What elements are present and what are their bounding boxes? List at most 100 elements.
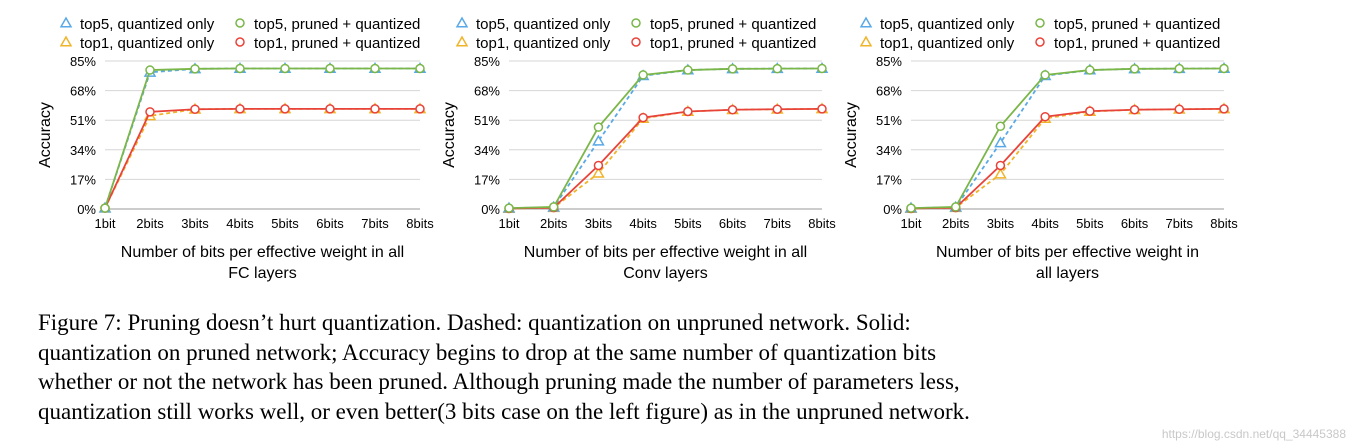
figure-charts: top5, quantized only top5, pruned + quant…: [37, 16, 1238, 282]
x-tick-label: 2bits: [942, 216, 970, 231]
data-point: [592, 166, 605, 178]
data-point: [235, 63, 245, 74]
data-point: [548, 202, 559, 212]
data-point: [683, 106, 693, 117]
legend-marker: [631, 37, 641, 47]
x-axis-title: Number of bits per effective weight in a…: [524, 244, 807, 261]
legend-marker: [859, 35, 873, 47]
legend-label: top5, quantized only: [476, 16, 611, 33]
y-tick-label: 68%: [70, 84, 96, 99]
x-axis-title: all layers: [1036, 265, 1099, 282]
y-tick-label: 17%: [70, 172, 96, 187]
data-point: [145, 65, 155, 75]
data-point: [370, 63, 380, 74]
legend-label: top1, pruned + quantized: [650, 35, 816, 52]
x-tick-label: 8bits: [1210, 216, 1238, 231]
series-line: [508, 67, 823, 210]
chart-panel-1: top5, quantized only top5, pruned + quant…: [37, 16, 434, 282]
data-point: [415, 104, 425, 114]
x-tick-label: 6bits: [719, 216, 747, 231]
data-point: [638, 112, 648, 123]
legend-marker: [1035, 18, 1045, 28]
legend-marker: [455, 16, 469, 28]
data-point: [235, 104, 245, 114]
x-axis-title: Conv layers: [623, 265, 707, 282]
data-point: [727, 105, 738, 115]
y-tick-label: 68%: [474, 84, 500, 99]
x-tick-label: 3bits: [987, 216, 1015, 231]
data-point: [772, 104, 783, 114]
x-tick-label: 6bits: [1121, 216, 1149, 231]
data-point: [280, 63, 290, 74]
y-tick-label: 51%: [474, 113, 500, 128]
legend-marker: [455, 35, 469, 47]
caption-line: Figure 7: Pruning doesn’t hurt quantizat…: [38, 310, 911, 335]
data-point: [145, 107, 155, 117]
x-tick-label: 3bits: [585, 216, 613, 231]
x-tick-label: 6bits: [316, 216, 344, 231]
data-point: [325, 104, 335, 114]
data-point: [1174, 63, 1185, 74]
series-line: [910, 67, 1225, 210]
series-line: [104, 67, 420, 209]
legend-label: top1, quantized only: [80, 35, 215, 52]
series-line: [910, 107, 1225, 210]
x-tick-label: 5bits: [271, 216, 299, 231]
data-point: [1040, 111, 1050, 122]
data-point: [995, 121, 1006, 132]
x-axis-title: FC layers: [228, 265, 296, 282]
legend-label: top1, quantized only: [476, 35, 611, 52]
chart-panel-2: top5, quantized only top5, pruned + quant…: [441, 16, 836, 282]
legend-marker: [59, 35, 73, 47]
data-point: [1085, 65, 1095, 75]
x-tick-label: 2bits: [136, 216, 164, 231]
data-point: [592, 134, 605, 146]
figure-caption: Figure 7: Pruning doesn’t hurt quantizat…: [38, 308, 1248, 426]
y-tick-label: 85%: [70, 54, 96, 69]
series-line: [104, 107, 420, 209]
y-tick-label: 51%: [70, 113, 96, 128]
x-tick-label: 8bits: [808, 216, 836, 231]
x-axis-title: Number of bits per effective weight in a…: [121, 244, 404, 261]
data-point: [415, 63, 425, 74]
y-axis-title: Accuracy: [441, 102, 458, 168]
x-tick-label: 7bits: [1166, 216, 1194, 231]
x-tick-label: 1bit: [499, 216, 520, 231]
x-tick-label: 4bits: [226, 216, 254, 231]
y-tick-label: 0%: [883, 202, 902, 217]
y-tick-label: 51%: [876, 113, 902, 128]
data-point: [1174, 104, 1185, 114]
legend-label: top1, pruned + quantized: [254, 35, 420, 52]
y-axis-title: Accuracy: [37, 102, 54, 168]
data-point: [1085, 106, 1095, 116]
data-point: [994, 136, 1007, 148]
data-point: [995, 160, 1006, 171]
data-point: [1219, 104, 1229, 114]
x-tick-label: 4bits: [1031, 216, 1059, 231]
x-tick-label: 7bits: [361, 216, 389, 231]
x-tick-label: 5bits: [674, 216, 702, 231]
y-tick-label: 85%: [876, 54, 902, 69]
x-axis-title: Number of bits per effective weight in: [936, 244, 1199, 261]
data-point: [325, 63, 335, 74]
data-point: [593, 160, 604, 171]
data-point: [504, 203, 514, 213]
series-line: [104, 107, 420, 209]
y-tick-label: 17%: [474, 172, 500, 187]
legend-label: top5, quantized only: [880, 16, 1015, 33]
caption-line: quantization still works well, or even b…: [38, 398, 970, 424]
data-point: [100, 203, 110, 213]
y-tick-label: 0%: [481, 202, 500, 217]
data-point: [1040, 70, 1050, 80]
x-tick-label: 1bit: [95, 216, 116, 231]
legend-marker: [1035, 37, 1045, 47]
x-tick-label: 7bits: [764, 216, 792, 231]
y-tick-label: 0%: [77, 202, 96, 217]
data-point: [1219, 63, 1229, 74]
data-point: [994, 167, 1007, 179]
data-point: [772, 63, 783, 74]
legend-marker: [631, 18, 641, 28]
data-point: [280, 104, 290, 114]
watermark: https://blog.csdn.net/qq_34445388: [1161, 427, 1346, 441]
y-axis-title: Accuracy: [843, 102, 860, 168]
